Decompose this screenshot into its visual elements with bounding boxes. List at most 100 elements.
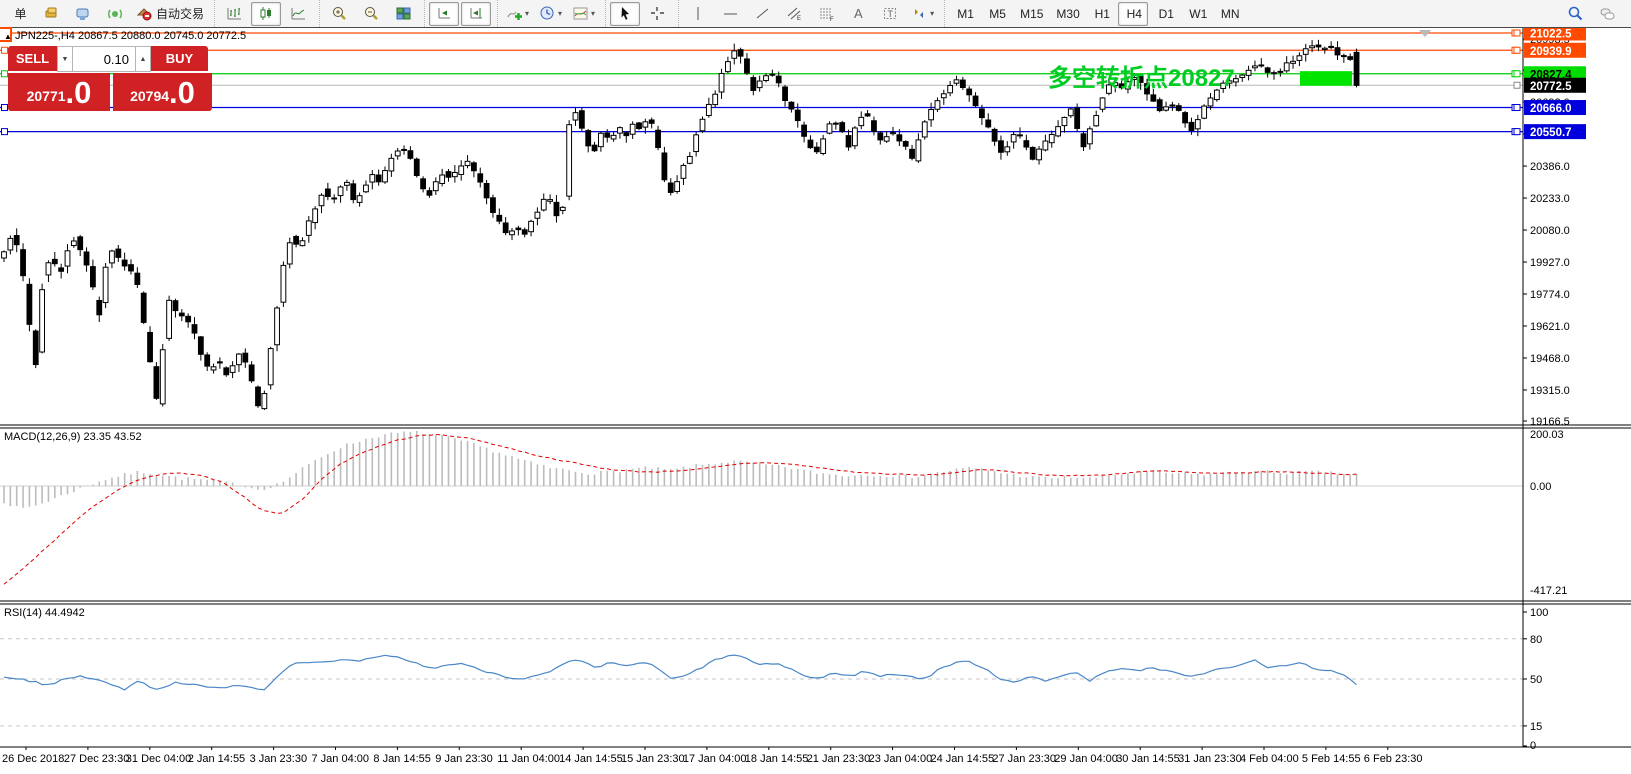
- crosshair-icon: [649, 5, 666, 22]
- sell-button[interactable]: SELL: [8, 46, 57, 72]
- toolbar-button-label: 单: [14, 7, 27, 21]
- equidistant-channel-tool-button[interactable]: E: [779, 2, 809, 26]
- volume-increase-button[interactable]: ▲: [135, 46, 151, 72]
- indicators-button[interactable]: ▾: [502, 2, 533, 26]
- time-axis-label: 4 Feb 04:00: [1240, 753, 1299, 765]
- toolbar-button-label: H1: [1094, 6, 1110, 21]
- horizontal-line-tool-button[interactable]: [715, 2, 745, 26]
- signal-icon: [107, 5, 124, 22]
- new-order-button[interactable]: 单: [4, 2, 34, 26]
- zoom-in-button[interactable]: [324, 2, 354, 26]
- autotrading-button[interactable]: 自动交易: [132, 2, 208, 26]
- time-axis-label: 3 Jan 23:30: [249, 753, 308, 765]
- toolbar-group: ▾ ▾ ▾: [497, 0, 603, 27]
- search-button[interactable]: [1560, 2, 1590, 26]
- toolbar-button-label: MN: [1220, 6, 1240, 21]
- buy-price-main: 20794: [130, 88, 170, 104]
- buy-price-display[interactable]: 20794.0: [113, 73, 212, 111]
- time-axis-label: 5 Feb 14:55: [1301, 753, 1361, 765]
- timeframe-mn[interactable]: MN: [1214, 2, 1244, 26]
- time-axis-label: 7 Jan 04:00: [311, 753, 370, 765]
- price-badge: [1524, 66, 1586, 82]
- collapse-arrow-icon[interactable]: ▲: [4, 32, 12, 41]
- chart-shift-marker[interactable]: [1419, 30, 1431, 37]
- template-icon: [572, 5, 589, 22]
- vertical-line-tool-button[interactable]: [683, 2, 713, 26]
- volume-input[interactable]: 0.10: [73, 46, 135, 72]
- zoomin-icon: [331, 5, 348, 22]
- timeframe-d1[interactable]: D1: [1150, 2, 1180, 26]
- green-highlight-box[interactable]: [1300, 71, 1352, 86]
- main-toolbar: 单 自动交易 ▾ ▾ ▾ E F A T ▾ M1 M5 M15 M30 H1 H4 D1 W1 MN: [0, 0, 1631, 29]
- auto-scroll-button[interactable]: [429, 1, 460, 26]
- autotrade-icon: [136, 5, 153, 22]
- search-icon: [1567, 5, 1584, 22]
- arrows-tool-button[interactable]: ▾: [907, 2, 938, 26]
- time-axis-label: 17 Jan 04:00: [682, 753, 747, 765]
- chart-canvas[interactable]: 20993.520845.020692.020539.020386.020233…: [0, 28, 1631, 774]
- virtual-hosting-button[interactable]: [68, 2, 98, 26]
- trendline-tool-button[interactable]: [747, 2, 777, 26]
- line-chart-button[interactable]: [283, 2, 313, 26]
- text-tool-button[interactable]: A: [843, 2, 873, 26]
- hline-icon: [722, 5, 739, 22]
- toolbar-button-label: W1: [1189, 6, 1208, 21]
- timeframe-m30[interactable]: M30: [1049, 2, 1083, 26]
- time-axis-label: 21 Jan 23:30: [806, 753, 871, 765]
- chat-icon: [1599, 5, 1616, 22]
- toolbar-group: [424, 0, 495, 27]
- rsi-scale-label: 0: [1530, 740, 1536, 752]
- bar-chart-button[interactable]: [219, 2, 249, 26]
- svg-text:E: E: [797, 16, 801, 22]
- macd-scale-label: -417.21: [1530, 585, 1567, 597]
- time-axis-label: 24 Jan 14:55: [930, 753, 995, 765]
- timeframe-h4[interactable]: H4: [1117, 1, 1148, 26]
- fibo-icon: F: [818, 5, 835, 22]
- sell-price-display[interactable]: 20771.0: [8, 73, 110, 111]
- chart-title: ▲ JPN225-,H4 20867.5 20880.0 20745.0 207…: [4, 30, 246, 42]
- chat-button[interactable]: [1592, 2, 1622, 26]
- timeframe-w1[interactable]: W1: [1182, 2, 1212, 26]
- market-watch-button[interactable]: [36, 2, 66, 26]
- price-badge: [1524, 28, 1586, 41]
- price-badge-label: 20666.0: [1530, 103, 1572, 115]
- shift-icon: [468, 5, 485, 22]
- buy-button[interactable]: BUY: [151, 46, 208, 72]
- candlestick-chart-button[interactable]: [251, 1, 282, 26]
- volume-decrease-button[interactable]: ▼: [57, 46, 73, 72]
- periods-button[interactable]: ▾: [535, 2, 566, 26]
- signals-button[interactable]: [100, 2, 130, 26]
- timeframe-m1[interactable]: M1: [949, 2, 979, 26]
- toolbar-group: [214, 0, 317, 27]
- svg-text:A: A: [854, 6, 863, 21]
- fibonacci-tool-button[interactable]: F: [811, 2, 841, 26]
- timeframe-h1[interactable]: H1: [1086, 2, 1116, 26]
- toolbar-button-label: M5: [989, 6, 1006, 21]
- macd-scale-label: 200.03: [1530, 429, 1564, 441]
- toolbar-button-label: M30: [1056, 6, 1080, 21]
- toolbar-group: [605, 0, 676, 27]
- templates-button[interactable]: ▾: [568, 2, 599, 26]
- time-axis-label: 31 Dec 04:00: [125, 753, 192, 765]
- text-label-tool-button[interactable]: T: [875, 2, 905, 26]
- candles-icon: [258, 5, 275, 22]
- toolbar-group: M1 M5 M15 M30 H1 H4 D1 W1 MN: [944, 0, 1248, 27]
- chart-title-text: JPN225-,H4 20867.5 20880.0 20745.0 20772…: [14, 30, 247, 42]
- zoom-out-button[interactable]: [356, 2, 386, 26]
- tiles-icon: [395, 5, 412, 22]
- price-tick-label: 19927.0: [1530, 257, 1570, 269]
- zoomout-icon: [363, 5, 380, 22]
- toolbar-group: [319, 0, 422, 27]
- timeframe-m5[interactable]: M5: [981, 2, 1011, 26]
- chart-shift-button[interactable]: [461, 1, 492, 26]
- crosshair-tool-button[interactable]: [642, 2, 672, 26]
- timeframe-m15[interactable]: M15: [1013, 2, 1047, 26]
- cursor-tool-button[interactable]: [610, 1, 641, 26]
- rsi-scale-label: 15: [1530, 721, 1542, 733]
- dropdown-arrow-icon: ▾: [591, 9, 596, 18]
- tile-windows-button[interactable]: [388, 2, 418, 26]
- toolbar-button-label: M15: [1020, 6, 1044, 21]
- price-tick-label: 19774.0: [1530, 289, 1570, 301]
- time-axis-label: 8 Jan 14:55: [373, 753, 431, 765]
- rsi-scale-label: 50: [1530, 674, 1542, 686]
